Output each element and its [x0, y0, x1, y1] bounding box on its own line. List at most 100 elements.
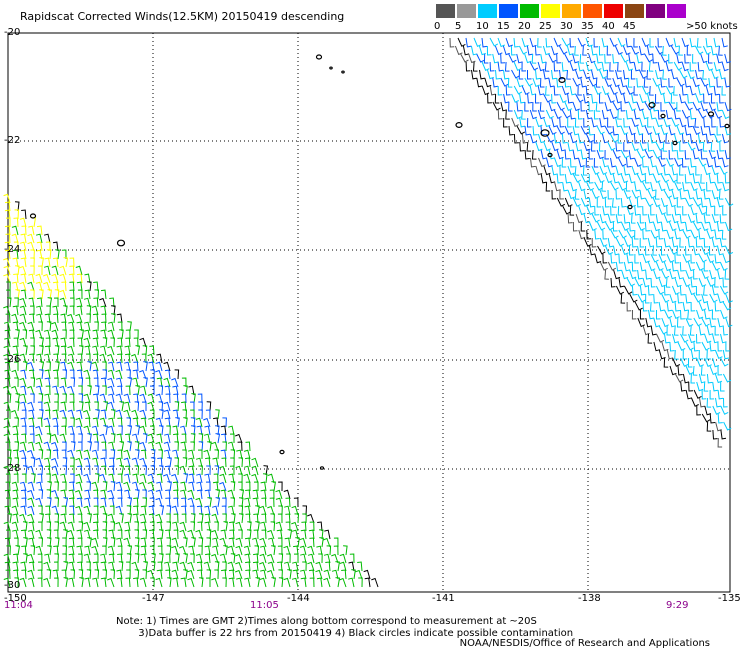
wind-barb	[454, 45, 463, 56]
wind-barb	[677, 365, 683, 376]
wind-barb	[660, 125, 669, 136]
wind-barb	[135, 489, 140, 500]
wind-barb	[596, 197, 602, 208]
wind-barb	[275, 521, 283, 532]
wind-barb	[639, 285, 646, 296]
wind-barb	[134, 401, 140, 412]
wind-barb	[148, 361, 155, 372]
wind-barb	[684, 101, 693, 111]
wind-barb	[715, 397, 722, 408]
wind-barb	[708, 173, 715, 184]
wind-barb	[284, 505, 291, 516]
wind-barb	[46, 473, 51, 484]
wind-barb	[553, 133, 560, 144]
wind-barb	[267, 569, 275, 580]
wind-barb	[486, 45, 492, 56]
wind-barb	[658, 157, 666, 167]
wind-barb	[62, 553, 67, 564]
wind-barb	[725, 342, 730, 352]
wind-barb	[211, 513, 219, 524]
wind-barb	[19, 281, 27, 292]
wind-barb	[548, 77, 555, 88]
wind-barb	[703, 237, 709, 248]
wind-barb	[116, 361, 123, 372]
wind-barb	[588, 173, 594, 184]
wind-barb	[723, 397, 728, 408]
wind-barb	[717, 341, 723, 352]
wind-barb	[684, 77, 691, 88]
wind-barb	[59, 409, 67, 420]
wind-barb	[694, 117, 699, 128]
wind-barb	[713, 61, 721, 72]
wind-barb	[4, 201, 11, 212]
wind-barb	[87, 361, 92, 372]
wind-barb	[561, 109, 571, 119]
wind-barb	[30, 265, 35, 276]
wind-barb	[720, 381, 725, 392]
wind-barb	[676, 173, 681, 184]
wind-barb	[31, 217, 36, 228]
wind-barb	[687, 357, 693, 368]
wind-barb	[599, 69, 607, 79]
wind-barb	[181, 513, 187, 524]
wind-barb	[724, 197, 734, 207]
wind-barb	[21, 545, 27, 556]
wind-barb	[725, 245, 734, 255]
wind-barb	[3, 521, 11, 532]
wind-barb	[639, 261, 647, 272]
wind-barb	[618, 181, 627, 191]
lat-label-28: -28	[4, 463, 21, 474]
wind-barb	[147, 473, 155, 484]
wind-barb	[235, 545, 243, 556]
wind-barb	[30, 545, 36, 556]
wind-barb	[46, 529, 52, 540]
wind-barb	[537, 37, 542, 48]
wind-barb	[355, 569, 363, 580]
wind-barb	[652, 221, 660, 232]
wind-barb	[680, 309, 685, 320]
wind-barb	[575, 69, 583, 80]
wind-barb	[60, 337, 67, 348]
wind-barb	[109, 457, 115, 468]
wind-barb	[165, 393, 171, 404]
wind-barb	[569, 109, 576, 120]
island-outline	[648, 101, 656, 108]
wind-barb	[124, 489, 131, 500]
wind-barb	[716, 101, 723, 112]
wind-barb	[22, 329, 28, 340]
wind-barb	[358, 577, 363, 588]
wind-barb	[60, 377, 67, 388]
wind-barb	[35, 545, 43, 556]
wind-barb	[487, 69, 494, 80]
wind-barb	[21, 433, 27, 444]
wind-barb	[716, 221, 723, 232]
wind-barb	[149, 409, 155, 420]
wind-barb	[51, 489, 59, 500]
wind-barb	[631, 165, 639, 176]
wind-barb	[612, 53, 618, 64]
wind-barb	[117, 353, 123, 364]
wind-barb	[94, 401, 99, 412]
wind-barb	[705, 37, 712, 48]
wind-barb	[641, 37, 650, 47]
wind-barb	[687, 117, 693, 128]
wind-barb	[323, 553, 331, 564]
wind-barb	[12, 305, 19, 316]
wind-barb	[45, 337, 51, 348]
wind-barb	[173, 529, 179, 540]
wind-barb	[559, 117, 565, 128]
wind-barb	[636, 77, 642, 88]
wind-barb	[92, 577, 99, 588]
wind-barb	[540, 149, 548, 160]
wind-barb	[671, 69, 678, 80]
wind-barb	[101, 465, 107, 476]
lon-label-138: -138	[578, 593, 601, 604]
wind-barb	[476, 53, 485, 63]
wind-barb	[695, 165, 700, 176]
colorbar-swatch	[520, 4, 539, 18]
wind-barb	[100, 489, 107, 500]
wind-barb	[519, 117, 526, 128]
wind-barb	[183, 473, 189, 484]
wind-barb	[690, 229, 699, 239]
wind-barb	[101, 321, 107, 332]
